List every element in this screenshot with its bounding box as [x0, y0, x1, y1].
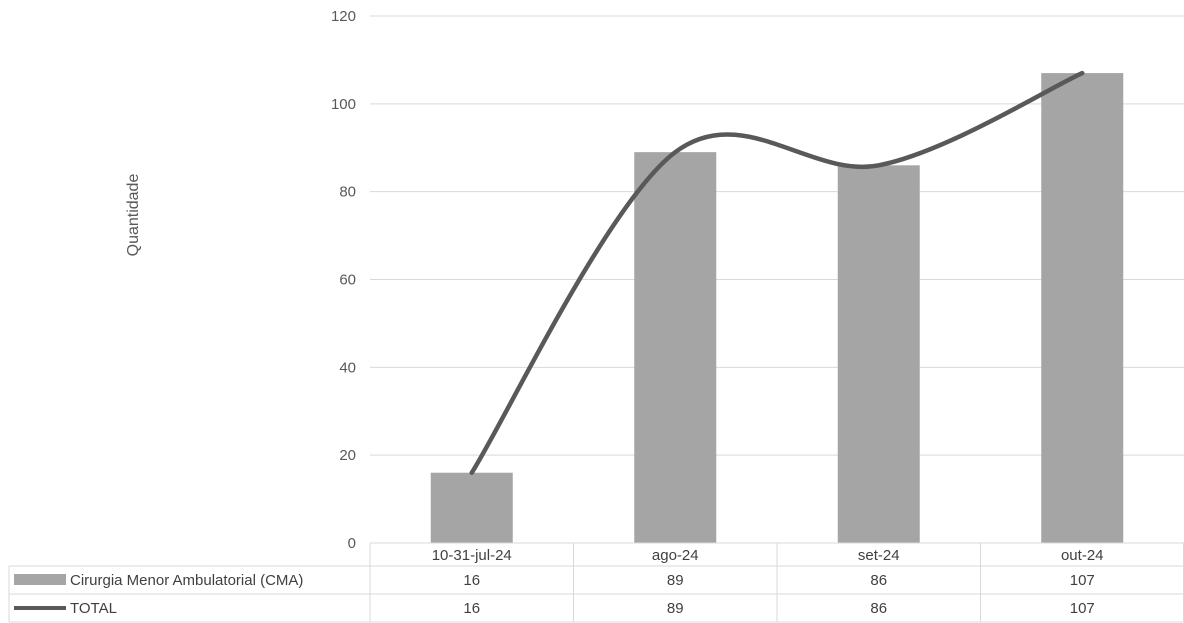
series-label: TOTAL [70, 600, 117, 617]
bar [634, 152, 717, 543]
y-tick-label: 60 [339, 272, 356, 289]
y-tick-label: 40 [339, 359, 356, 376]
x-category-label: 10-31-jul-24 [432, 547, 512, 564]
y-tick-label: 80 [339, 184, 356, 201]
bar [837, 165, 920, 544]
bar-series [430, 73, 1124, 544]
table-cell-value: 86 [870, 572, 887, 589]
y-tick-label: 20 [339, 447, 356, 464]
series-label: Cirurgia Menor Ambulatorial (CMA) [70, 572, 303, 589]
table-cell-value: 16 [463, 572, 480, 589]
total-series-line [469, 70, 1085, 475]
legend-key-bar [14, 574, 66, 585]
table-cell-value: 107 [1070, 600, 1095, 617]
bar [1041, 73, 1124, 543]
x-category-label: ago-24 [652, 547, 699, 564]
y-axis-ticks: 0 20 40 60 80 100 120 [331, 8, 356, 552]
table-cell-value: 89 [667, 572, 684, 589]
y-axis-title: Quantidade [125, 174, 142, 257]
y-tick-label: 120 [331, 8, 356, 25]
bar [430, 472, 513, 543]
y-tick-label: 100 [331, 96, 356, 113]
table-cell-value: 107 [1070, 572, 1095, 589]
x-category-label: set-24 [858, 547, 900, 564]
table-cell-value: 16 [463, 600, 480, 617]
x-category-label: out-24 [1061, 547, 1104, 564]
table-cell-value: 86 [870, 600, 887, 617]
line-series [469, 70, 1085, 475]
data-table: 10-31-jul-24 ago-24 set-24 out-24 Cirurgia M… [8, 542, 1184, 623]
y-tick-label: 0 [348, 535, 356, 552]
table-cell-value: 89 [667, 600, 684, 617]
